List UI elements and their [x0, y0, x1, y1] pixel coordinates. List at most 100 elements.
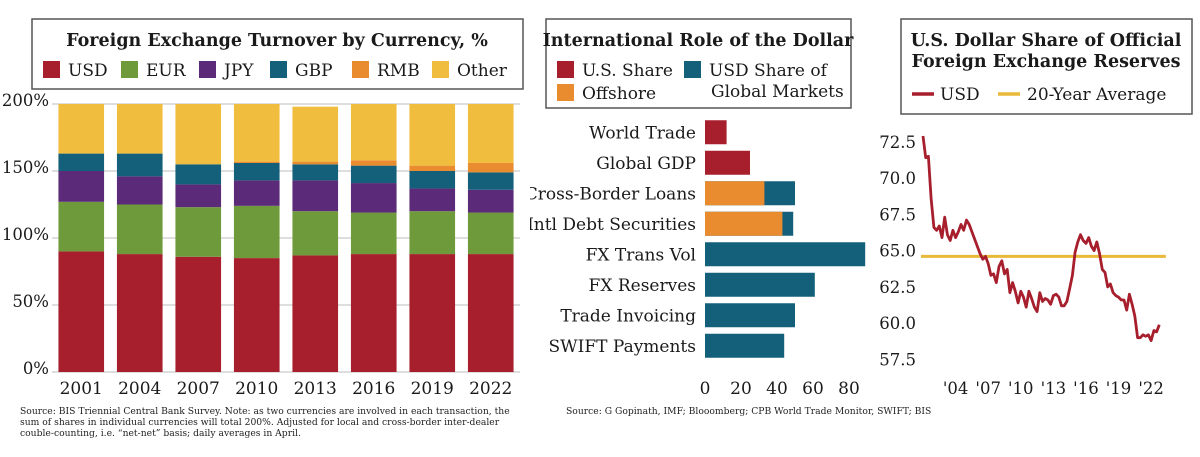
y-tick-label-65: 65.0 — [880, 242, 916, 261]
y-tick-label-150: 150% — [2, 158, 49, 177]
legend-label-other: Other — [457, 61, 508, 81]
bar-2013-eur — [292, 211, 339, 256]
legend-label-rmb: RMB — [377, 61, 420, 81]
bar-2013-jpy — [292, 180, 339, 212]
category-label-intl-debt-securities: Intl Debt Securities — [530, 215, 696, 235]
y-tick-label-50: 50% — [12, 292, 49, 311]
x-tick-label-2013: 2013 — [294, 379, 337, 399]
bar-2004-other — [116, 104, 163, 154]
x-tick-label-2013: '13 — [1041, 379, 1067, 398]
legend-swatch-usd-global-markets — [684, 61, 701, 78]
legend-label-usd-global-markets-line1: USD Share of — [709, 61, 829, 81]
dollar-role-category-labels: World Trade Global GDP Cross-Border Loans I… — [530, 123, 696, 357]
y-tick-label-100: 100% — [2, 225, 49, 244]
bar-2010-gbp — [233, 162, 280, 181]
bar-2022-gbp — [467, 172, 514, 190]
bar-2022-rmb — [467, 162, 514, 173]
usd-reserves-chart: U.S. Dollar Share of Official Foreign Ex… — [880, 18, 1193, 398]
usd-reserves-title-box — [900, 18, 1193, 115]
bar-2013-other — [292, 106, 339, 162]
bar-global-gdp-u-s-share — [705, 150, 750, 175]
bar-fx-reserves-usd-share-of-global-markets — [705, 272, 815, 297]
bar-2010-jpy — [233, 180, 280, 206]
y-tick-label-72.5: 72.5 — [880, 133, 916, 152]
bar-2019-jpy — [409, 188, 456, 212]
bar-2004-eur — [116, 204, 163, 255]
bar-world-trade-u-s-share — [705, 120, 727, 145]
dollar-role-title: International Role of the Dollar — [543, 31, 855, 51]
bar-2001-jpy — [58, 171, 105, 202]
legend-swatch-usd — [43, 61, 60, 78]
bar-2016-jpy — [350, 183, 397, 213]
bar-2013-usd — [292, 255, 339, 372]
bar-2019-eur — [409, 211, 456, 255]
bar-swift-payments-usd-share-of-global-markets — [705, 333, 785, 358]
legend-swatch-jpy — [199, 61, 216, 78]
bar-2007-other — [175, 104, 222, 165]
legend-swatch-eur — [121, 61, 138, 78]
x-tick-label-2007: '07 — [975, 379, 1001, 398]
bar-trade-invoicing-usd-share-of-global-markets — [705, 303, 795, 328]
bar-intl-debt-securities-offshore — [705, 211, 783, 236]
x-tick-label-2007: 2007 — [177, 379, 220, 399]
usd-reserves-title-line1: U.S. Dollar Share of Official — [911, 31, 1182, 51]
x-tick-label-2004: 2004 — [118, 379, 161, 399]
bar-2016-other — [350, 104, 397, 161]
bar-2010-eur — [233, 205, 280, 259]
bar-2022-other — [467, 104, 514, 163]
legend-label-offshore: Offshore — [582, 84, 656, 104]
y-tick-label-60: 60.0 — [880, 314, 916, 333]
fx-turnover-chart: Foreign Exchange Turnover by Currency, %… — [2, 18, 524, 399]
legend-swatch-offshore — [557, 84, 574, 101]
bar-2007-gbp — [175, 164, 222, 185]
x-tick-label-0: 0 — [700, 379, 711, 399]
legend-swatch-gbp — [270, 61, 287, 78]
bar-2019-gbp — [409, 171, 456, 189]
y-tick-label-62.5: 62.5 — [880, 278, 916, 297]
legend-swatch-other — [432, 61, 449, 78]
fx-turnover-bars — [58, 104, 514, 372]
x-tick-label-80: 80 — [838, 379, 860, 399]
usd-reserves-legend: USD 20-Year Average — [912, 85, 1166, 105]
legend-swatch-rmb — [352, 61, 369, 78]
legend-label-gbp: GBP — [295, 61, 333, 81]
bar-cross-border-loans-offshore — [705, 181, 765, 206]
bar-2007-eur — [175, 207, 222, 257]
legend-label-usd: USD — [940, 85, 980, 105]
bar-2007-usd — [175, 256, 222, 372]
dollar-role-x-ticks: 0 20 40 60 80 — [700, 379, 860, 399]
bar-2022-usd — [467, 254, 514, 372]
bar-2016-gbp — [350, 165, 397, 184]
category-label-cross-border-loans: Cross-Border Loans — [530, 184, 696, 204]
bar-2010-rmb — [233, 161, 280, 163]
category-label-fx-reserves: FX Reserves — [589, 276, 696, 296]
bar-2001-gbp — [58, 153, 105, 171]
x-tick-label-2016: '16 — [1073, 379, 1099, 398]
x-tick-label-2004: '04 — [943, 379, 969, 398]
category-label-trade-invoicing: Trade Invoicing — [560, 306, 696, 326]
y-tick-label-0: 0% — [23, 359, 49, 378]
usd-reserves-y-ticks: 57.5 60.0 62.5 65.0 67.5 70.0 72.5 — [880, 133, 916, 370]
legend-label-us-share: U.S. Share — [582, 61, 673, 81]
bar-2004-gbp — [116, 153, 163, 177]
usd-share-line — [921, 135, 1161, 343]
x-tick-label-2010: '10 — [1008, 379, 1034, 398]
legend-label-eur: EUR — [146, 61, 187, 81]
y-tick-label-57.5: 57.5 — [880, 350, 916, 369]
bar-2022-eur — [467, 212, 514, 255]
legend-label-20-year-average: 20-Year Average — [1027, 85, 1166, 105]
x-tick-label-2001: 2001 — [60, 379, 103, 399]
x-tick-label-20: 20 — [730, 379, 752, 399]
y-tick-label-67.5: 67.5 — [880, 205, 916, 224]
fx-turnover-source-note: Source: BIS Triennial Central Bank Surve… — [20, 406, 510, 439]
x-tick-label-2010: 2010 — [235, 379, 278, 399]
fx-turnover-title: Foreign Exchange Turnover by Currency, % — [66, 31, 488, 51]
bar-2004-jpy — [116, 176, 163, 205]
fx-turnover-legend: USD EUR JPY GBP RMB Other — [43, 61, 508, 81]
bar-fx-trans-vol-usd-share-of-global-markets — [705, 242, 866, 267]
x-tick-label-2022: '22 — [1138, 379, 1164, 398]
dollar-role-source-note: Source: G Gopinath, IMF; Blooomberg; CPB… — [566, 406, 932, 417]
legend-label-usd: USD — [68, 61, 108, 81]
legend-swatch-us-share — [557, 61, 574, 78]
